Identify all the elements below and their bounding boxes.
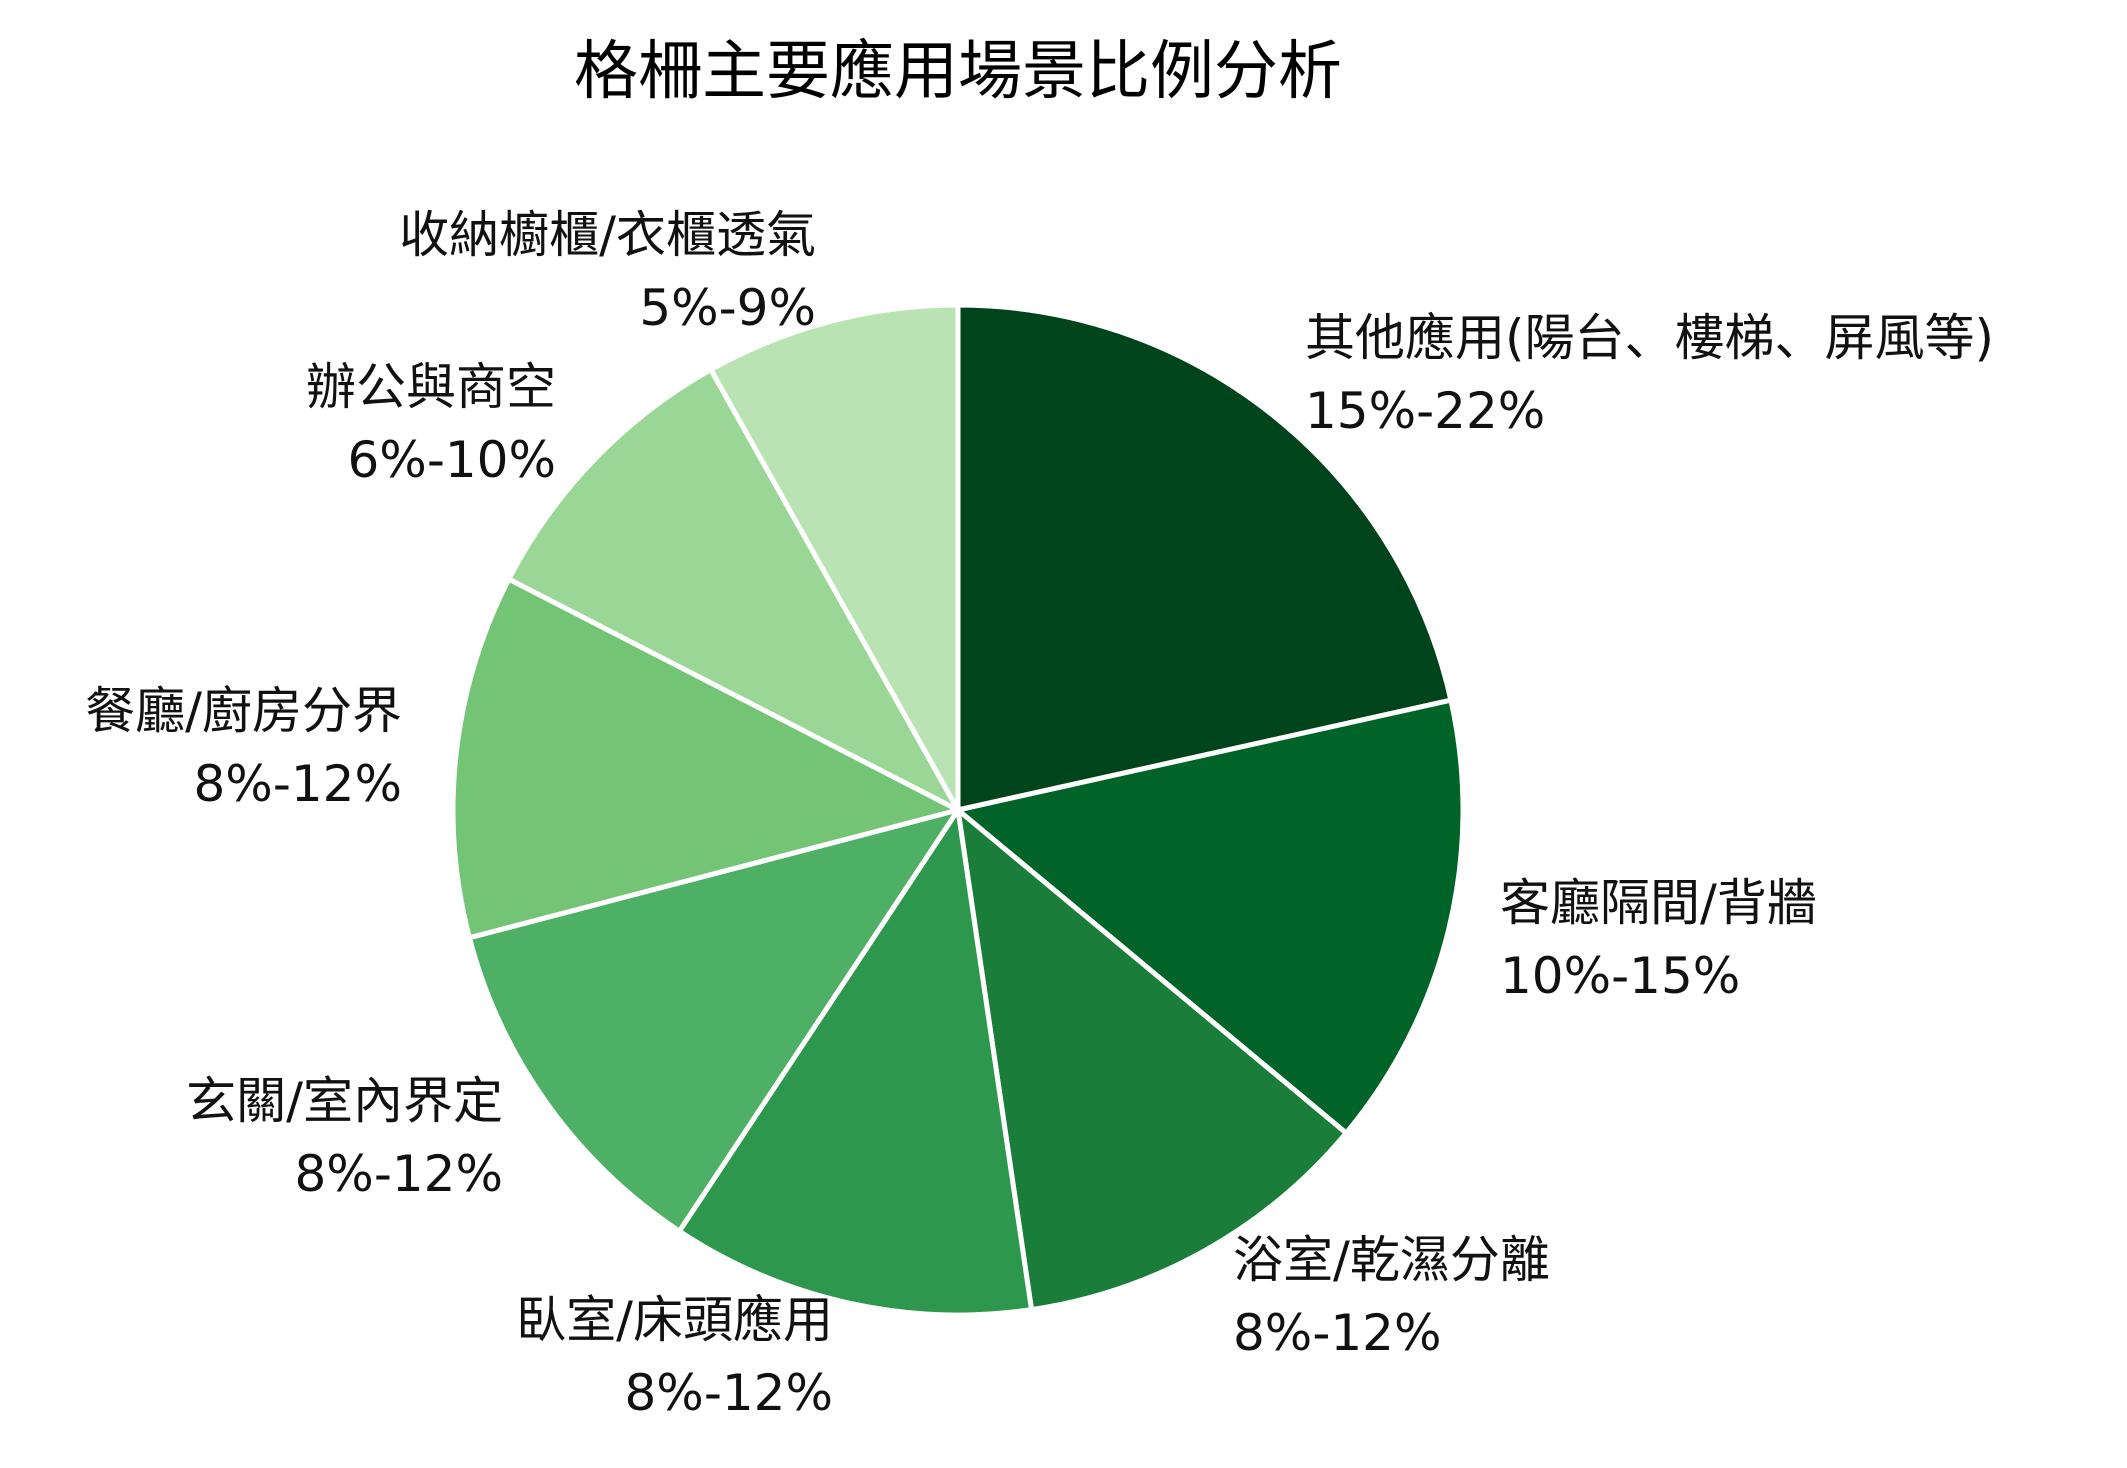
slice-range-label: 6%-10% [348,431,557,489]
slice-label: 餐廳/廚房分界 [85,682,402,740]
pie-slice [466,807,961,1234]
slice-label: 收納櫥櫃/衣櫃透氣 [399,206,816,264]
pie-slice [676,807,1035,1318]
slice-range-label: 5%-9% [639,279,816,337]
slice-label: 辦公與商空 [306,358,556,416]
slice-range-label: 15%-22% [1305,382,1545,440]
slice-label: 客廳隔間/背牆 [1500,874,1817,932]
chart-title: 格柵主要應用場景比例分析 [574,35,1342,109]
slice-label: 浴室/乾濕分離 [1233,1231,1550,1289]
slice-range-label: 8%-12% [625,1364,834,1422]
pie-slice [708,302,961,813]
pie-slice [955,697,1466,1136]
pie-slices [450,302,1466,1318]
pie-slice [450,576,961,941]
slice-range-label: 8%-12% [295,1145,504,1203]
slice-label: 其他應用(陽台、樓梯、屏風等) [1305,309,1994,367]
pie-labels: 其他應用(陽台、樓梯、屏風等) 15%-22% 客廳隔間/背牆 10%-15% 浴室/乾… [85,206,1994,1422]
slice-range-label: 8%-12% [1233,1304,1442,1362]
slice-label: 臥室/床頭應用 [516,1291,833,1349]
pie-slice [506,367,961,813]
slice-range-label: 8%-12% [194,755,403,813]
pie-slice [955,807,1349,1313]
slice-range-label: 10%-15% [1500,947,1740,1005]
slice-label: 玄關/室內界定 [186,1072,503,1130]
pie-slice [955,302,1454,813]
